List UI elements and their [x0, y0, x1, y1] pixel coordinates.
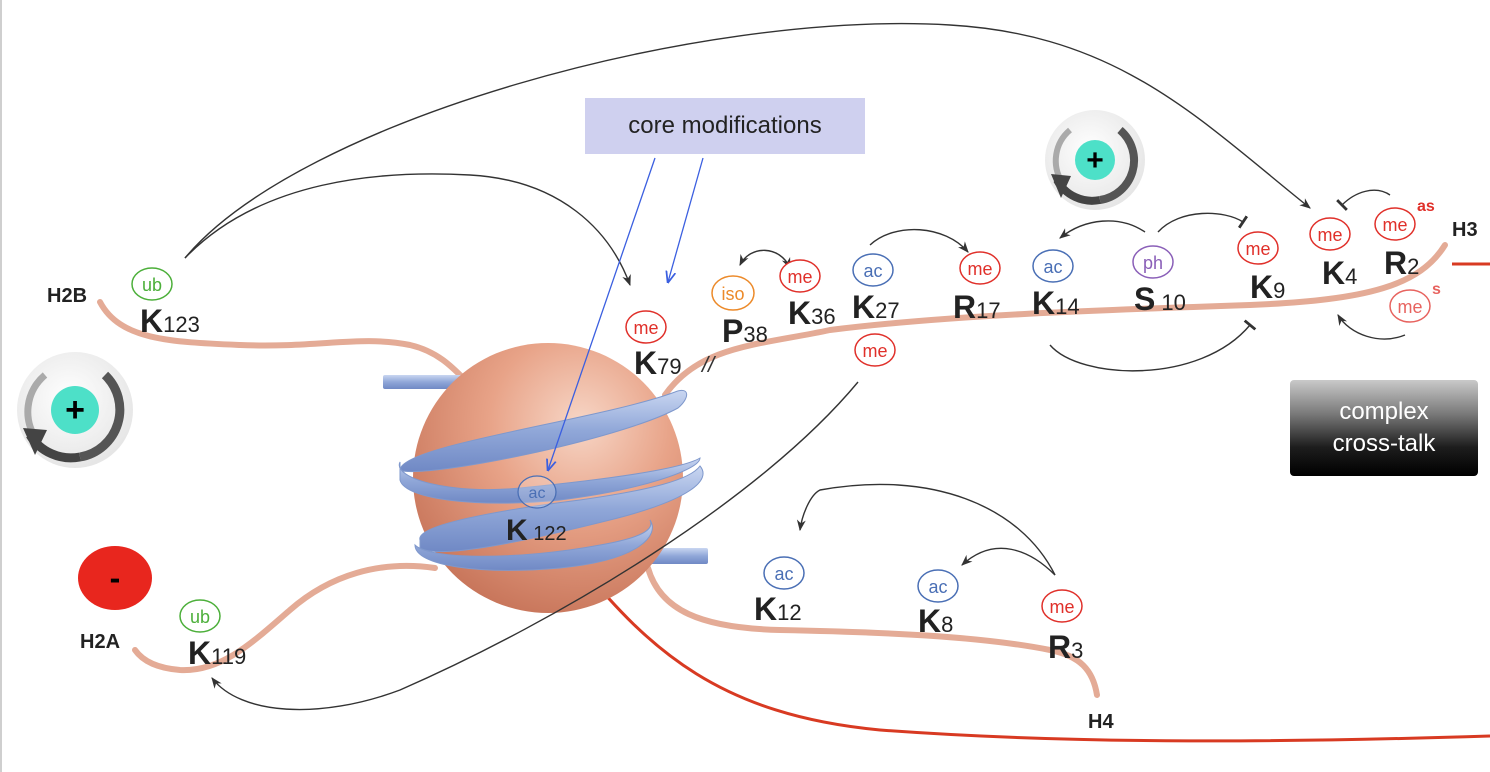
minus-sign: - — [110, 560, 121, 596]
label-h2a: H2A — [80, 631, 120, 653]
h2a-tail — [132, 562, 438, 674]
residue-h3-p38: P38 — [722, 313, 768, 349]
svg-text:me: me — [787, 267, 812, 287]
residue-h3-k36: K36 — [788, 295, 836, 331]
complex-crosstalk-line1: complex — [1339, 398, 1429, 425]
arrow-s10-to-k14 — [1059, 220, 1146, 239]
residue-h4-k8: K8 — [918, 603, 953, 639]
svg-text:ac: ac — [1043, 257, 1062, 277]
mod-h3-r17-me: me — [959, 251, 1001, 285]
dna-wrap-lower — [419, 465, 704, 553]
arrow-r3-to-k12 — [796, 483, 1056, 576]
svg-text:me: me — [862, 341, 887, 361]
residue-h3-r17: R17 — [953, 289, 1001, 325]
h2b-tail — [97, 299, 473, 388]
mod-h3-k36-me: me — [779, 259, 821, 293]
mod-h4-k8-ac: ac — [917, 569, 959, 603]
break-mark: // — [700, 352, 716, 377]
mod-h3-k27-me: me — [854, 333, 896, 367]
arrow-r2s-to-k4 — [1337, 314, 1406, 340]
residue-h3-r2: R2 — [1384, 245, 1419, 281]
plus-sign-top: + — [1086, 144, 1104, 177]
svg-text:ac: ac — [928, 577, 947, 597]
minus-badge: - — [78, 546, 152, 610]
core-modifications-label: core modifications — [628, 112, 822, 139]
arrow-r3-to-k8 — [961, 547, 1056, 576]
arrow-k123-to-k79 — [184, 173, 631, 287]
cycle-plus-icon-top: + — [1045, 110, 1145, 210]
svg-text:ac: ac — [529, 485, 546, 502]
mod-h3-k122-ac: ac — [517, 475, 557, 509]
mod-h4-r3-me: me — [1041, 589, 1083, 623]
svg-text:me: me — [1382, 215, 1407, 235]
residue-h2a-k119: K119 — [188, 635, 246, 671]
svg-text:ac: ac — [774, 564, 793, 584]
svg-text:me: me — [1397, 297, 1422, 317]
svg-text:iso: iso — [721, 284, 744, 304]
complex-crosstalk-line2: cross-talk — [1332, 430, 1436, 457]
h4-tail — [645, 565, 1100, 698]
residue-h4-k12: K12 — [754, 591, 802, 627]
svg-text:as: as — [1417, 198, 1435, 215]
mod-h3-r2-me-s: me s — [1389, 281, 1441, 323]
dna-wrap-middle — [398, 457, 701, 504]
cycle-plus-icon-left: + — [17, 352, 133, 468]
mod-h3-k79-me: me — [625, 310, 667, 344]
label-h4: H4 — [1088, 711, 1114, 733]
mod-h2a-k119-ub: ub — [179, 599, 221, 633]
mod-h3-p38-iso: iso — [711, 275, 755, 311]
label-h2b: H2B — [47, 285, 87, 307]
residue-h3-k27: K27 — [852, 289, 900, 325]
residue-h4-r3: R3 — [1048, 629, 1083, 665]
nucleosome — [383, 343, 708, 613]
residue-h3-k9: K9 — [1250, 269, 1285, 305]
svg-text:me: me — [1317, 225, 1342, 245]
residue-h2b-k123: K123 — [140, 303, 200, 339]
svg-text:s: s — [1432, 281, 1441, 298]
core-arrow-to-k79 — [668, 157, 704, 282]
h4-red-line — [578, 564, 1490, 743]
dna-wrap-bottom — [414, 519, 653, 571]
dna-wrap-top — [399, 390, 688, 473]
residue-h3-k79: K79 — [634, 345, 682, 381]
mod-h3-r2-me-as: me as — [1374, 198, 1435, 241]
label-h3: H3 — [1452, 219, 1478, 241]
inhibit-s10-k9 — [1157, 212, 1249, 233]
svg-text:ub: ub — [190, 607, 210, 627]
core-mod-arrows — [548, 157, 704, 470]
svg-text:ph: ph — [1143, 253, 1163, 273]
mod-h2b-k123-ub: ub — [131, 267, 173, 301]
core-arrow-to-k122 — [548, 157, 656, 470]
residue-h3-k122: K 122 — [506, 514, 567, 547]
mod-h3-k27-ac: ac — [852, 253, 894, 287]
arrow-k27-r17 — [869, 228, 969, 253]
svg-text:me: me — [1245, 239, 1270, 259]
svg-text:me: me — [967, 259, 992, 279]
h3-tail — [662, 242, 1448, 398]
core-modifications-box: core modifications — [585, 98, 865, 154]
mod-h3-k9-me: me — [1237, 231, 1279, 265]
mod-h3-k14-ac: ac — [1032, 249, 1074, 283]
residue-h3-k14: K14 — [1032, 285, 1080, 321]
inhibit-r2-k4 — [1336, 189, 1391, 211]
crosstalk-arrows — [184, 22, 1406, 711]
mod-h4-k12-ac: ac — [763, 556, 805, 590]
residue-h3-k4: K4 — [1322, 255, 1357, 291]
svg-text:me: me — [1049, 597, 1074, 617]
arrow-k27me-to-k119 — [211, 381, 859, 711]
svg-text:me: me — [633, 318, 658, 338]
inhibit-k14-k9 — [1049, 319, 1257, 372]
arrow-p38-k36 — [739, 249, 791, 270]
arrow-k123-to-k4 — [184, 22, 1311, 259]
plus-sign-left: + — [65, 391, 85, 429]
svg-text:ub: ub — [142, 275, 162, 295]
mod-h3-k4-me: me — [1309, 217, 1351, 251]
svg-text:ac: ac — [863, 261, 882, 281]
residue-h3-s10: S 10 — [1134, 281, 1186, 317]
complex-crosstalk-box: complex cross-talk — [1290, 380, 1478, 476]
mod-h3-s10-ph: ph — [1132, 245, 1174, 279]
